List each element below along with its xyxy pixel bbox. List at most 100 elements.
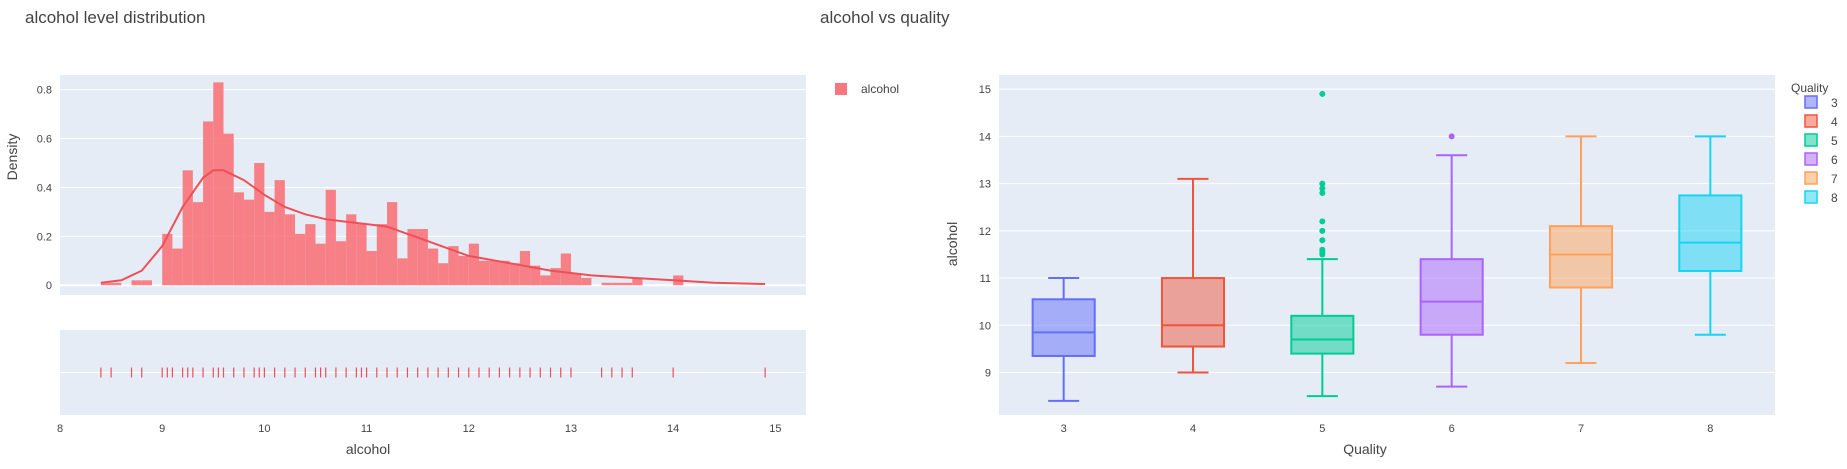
legend-item-quality-3[interactable]: 3 xyxy=(1804,95,1838,110)
histogram-bar[interactable] xyxy=(489,260,500,286)
box-quality-4[interactable] xyxy=(1160,177,1226,374)
outlier-point[interactable] xyxy=(1448,133,1455,140)
legend-label: 8 xyxy=(1831,191,1838,205)
box-quality-8[interactable] xyxy=(1678,135,1743,336)
histogram-bar[interactable] xyxy=(295,233,306,286)
box-quality-6[interactable] xyxy=(1419,133,1484,388)
histogram-bar[interactable] xyxy=(315,243,326,286)
histogram-bar[interactable] xyxy=(335,241,347,286)
histogram-bars[interactable] xyxy=(100,82,684,286)
x-tick-label: 12 xyxy=(463,423,475,435)
legend-label: 4 xyxy=(1831,115,1838,129)
iqr-box xyxy=(1419,258,1484,336)
histogram-bar[interactable] xyxy=(366,251,377,286)
histogram-bar[interactable] xyxy=(530,265,541,286)
histogram-bar[interactable] xyxy=(417,229,428,286)
histogram-bar[interactable] xyxy=(182,170,193,286)
histogram-bar[interactable] xyxy=(387,202,398,286)
outlier-point[interactable] xyxy=(1319,227,1326,234)
histogram-bar[interactable] xyxy=(162,233,173,286)
histogram-bar[interactable] xyxy=(438,263,449,286)
box-quality-5[interactable] xyxy=(1290,90,1355,398)
right-chart-title: alcohol vs quality xyxy=(820,8,950,27)
legend-label-alcohol: alcohol xyxy=(861,82,899,96)
legend-item-quality-7[interactable]: 7 xyxy=(1804,171,1838,186)
histogram-bar[interactable] xyxy=(397,258,408,286)
histogram-bar[interactable] xyxy=(172,248,183,286)
boxplot-legend[interactable]: Quality 3 4 5 6 7 8 xyxy=(1791,81,1838,205)
histogram-bar[interactable] xyxy=(458,255,469,286)
boxplot-panel: 9 10 11 12 13 14 15 3 4 5 6 7 8 Quality alcohol xyxy=(944,75,1775,457)
histogram-bar[interactable] xyxy=(346,214,357,286)
histogram-bar[interactable] xyxy=(581,277,592,286)
histogram-bar[interactable] xyxy=(203,121,214,286)
legend-label: 5 xyxy=(1831,134,1838,148)
histogram-bar[interactable] xyxy=(325,189,336,286)
histogram-bar[interactable] xyxy=(243,199,255,286)
kde-density-line[interactable] xyxy=(100,169,766,285)
histogram-bar[interactable] xyxy=(213,82,224,286)
histogram-bar[interactable] xyxy=(427,248,439,286)
histogram-bar[interactable] xyxy=(233,192,244,286)
histogram-bar[interactable] xyxy=(478,260,490,286)
histogram-bar[interactable] xyxy=(254,163,265,286)
histogram-bar[interactable] xyxy=(376,224,388,286)
histogram-bar[interactable] xyxy=(509,263,520,286)
legend-item-quality-8[interactable]: 8 xyxy=(1804,190,1838,205)
histogram-bar[interactable] xyxy=(632,277,643,286)
iqr-box xyxy=(1160,277,1226,348)
histogram-bar[interactable] xyxy=(100,282,112,286)
legend-item-quality-5[interactable]: 5 xyxy=(1804,133,1838,148)
y-tick-label: 0.6 xyxy=(37,134,52,146)
histogram-bar[interactable] xyxy=(305,224,316,286)
outlier-point[interactable] xyxy=(1319,185,1326,192)
histogram-bar[interactable] xyxy=(111,282,122,286)
left-chart-title: alcohol level distribution xyxy=(25,8,206,27)
rug-marks[interactable] xyxy=(100,367,766,378)
histogram-bar[interactable] xyxy=(468,243,479,286)
legend-item-quality-4[interactable]: 4 xyxy=(1804,114,1838,129)
histogram-bar[interactable] xyxy=(540,275,551,286)
iqr-box xyxy=(1290,314,1355,355)
boxplot-boxes[interactable] xyxy=(1031,90,1743,402)
histogram-bar[interactable] xyxy=(519,251,531,286)
x-tick-label: 8 xyxy=(57,423,63,435)
outlier-point[interactable] xyxy=(1319,190,1326,197)
box-quality-7[interactable] xyxy=(1548,135,1614,365)
histogram-legend[interactable]: alcohol xyxy=(835,82,899,96)
histogram-bar[interactable] xyxy=(264,211,275,286)
iqr-box xyxy=(1031,298,1096,357)
outlier-point[interactable] xyxy=(1319,237,1326,244)
histogram-bar[interactable] xyxy=(499,260,510,286)
outlier-point[interactable] xyxy=(1319,180,1326,187)
legend-item-quality-6[interactable]: 6 xyxy=(1804,152,1838,167)
legend-swatch xyxy=(1804,133,1818,147)
histogram-bar[interactable] xyxy=(356,224,367,286)
histogram-bar[interactable] xyxy=(223,133,234,286)
legend-title: Quality xyxy=(1791,81,1828,95)
y-tick-label: 0.8 xyxy=(37,85,52,97)
y-tick-label: 0.2 xyxy=(37,231,52,243)
legend-swatch xyxy=(1804,114,1818,128)
histogram-bar[interactable] xyxy=(284,214,296,286)
histogram-bar[interactable] xyxy=(141,280,152,286)
histogram-bar[interactable] xyxy=(448,246,459,286)
x-tick-label: 5 xyxy=(1319,423,1325,435)
histogram-bar[interactable] xyxy=(550,268,561,286)
histogram-bar[interactable] xyxy=(131,280,142,286)
outlier-point[interactable] xyxy=(1319,90,1326,97)
histogram-bar[interactable] xyxy=(407,229,418,286)
histogram-bar[interactable] xyxy=(192,202,204,286)
histogram-bar[interactable] xyxy=(560,253,571,286)
legend-swatch xyxy=(1804,190,1818,204)
histogram-bar[interactable] xyxy=(611,282,623,286)
outlier-point[interactable] xyxy=(1319,218,1326,225)
histogram-bar[interactable] xyxy=(601,282,612,286)
histogram-bar[interactable] xyxy=(274,180,285,286)
box-quality-3[interactable] xyxy=(1031,277,1096,402)
x-tick-label: 14 xyxy=(667,423,679,435)
histogram-x-tick-labels: 8 9 10 11 12 13 14 15 xyxy=(57,423,782,435)
histogram-bar[interactable] xyxy=(622,282,633,286)
outlier-point[interactable] xyxy=(1319,246,1326,253)
histogram-bar[interactable] xyxy=(570,273,582,286)
